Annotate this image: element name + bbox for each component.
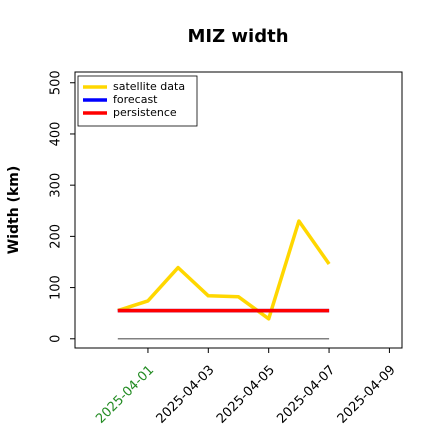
chart-title: MIZ width bbox=[187, 26, 288, 47]
series-line bbox=[117, 219, 331, 321]
y-tick-label: 0 bbox=[49, 335, 64, 343]
x-tick-label: 2025-04-05 bbox=[214, 363, 278, 427]
y-tick-label: 100 bbox=[49, 275, 64, 300]
x-tick-label: 2025-04-07 bbox=[274, 363, 338, 427]
y-tick-label: 200 bbox=[49, 224, 64, 249]
x-tick-label: 2025-04-01 bbox=[93, 363, 157, 427]
y-tick-label: 300 bbox=[49, 173, 64, 198]
y-tick-label: 500 bbox=[49, 70, 64, 95]
legend-label: forecast bbox=[113, 93, 158, 106]
x-tick-label: 2025-04-09 bbox=[335, 363, 399, 427]
legend-label: satellite data bbox=[113, 80, 185, 93]
legend-label: persistence bbox=[113, 106, 177, 119]
y-tick-label: 400 bbox=[49, 122, 64, 147]
plot-frame bbox=[74, 71, 403, 349]
y-axis-label: Width (km) bbox=[6, 166, 22, 255]
x-tick-label: 2025-04-03 bbox=[154, 363, 218, 427]
